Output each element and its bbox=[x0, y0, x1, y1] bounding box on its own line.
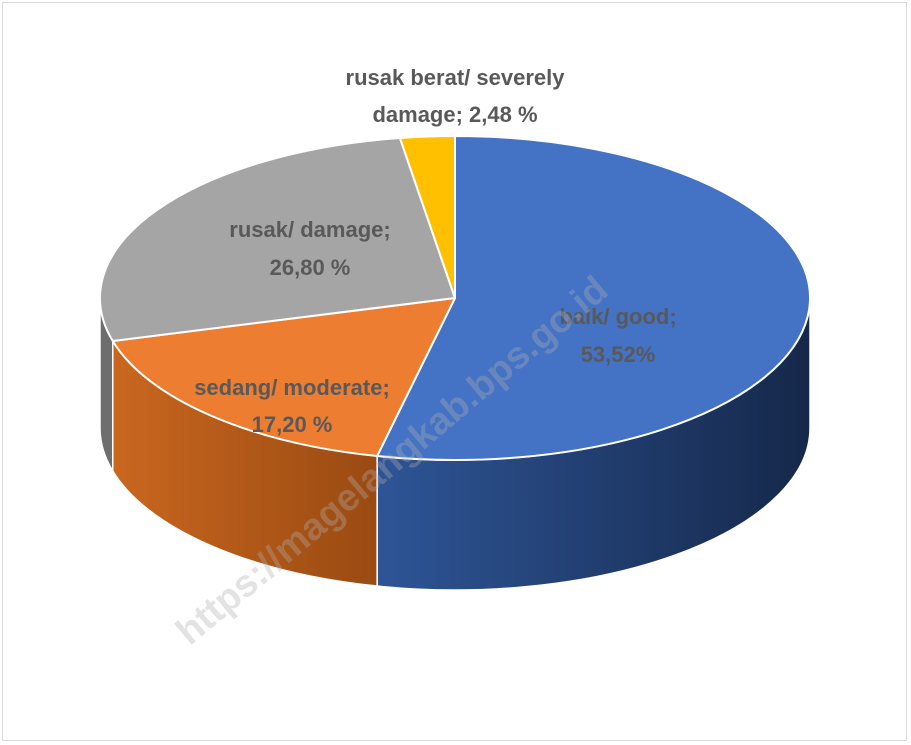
label-severely-line2: damage; 2,48 % bbox=[372, 102, 537, 127]
label-moderate-line1: sedang/ moderate; bbox=[194, 375, 390, 400]
label-good-line1: baik/ good; bbox=[559, 304, 676, 329]
pie-slice-severely-damage bbox=[398, 135, 456, 299]
pie-slice-good bbox=[376, 135, 811, 461]
label-moderate-line2: 17,20 % bbox=[252, 412, 333, 437]
pie-slice-moderate bbox=[111, 297, 456, 458]
label-good-line2: 53,52% bbox=[581, 342, 656, 367]
label-damage-line1: rusak/ damage; bbox=[229, 217, 390, 242]
pie-top-slices bbox=[99, 135, 811, 461]
pie-slice-damage bbox=[99, 136, 456, 343]
label-severely-line1: rusak berat/ severely bbox=[346, 65, 566, 90]
label-damage-line2: 26,80 % bbox=[270, 255, 351, 280]
pie-data-labels: baik/ good; 53,52% sedang/ moderate; 17,… bbox=[194, 65, 676, 437]
